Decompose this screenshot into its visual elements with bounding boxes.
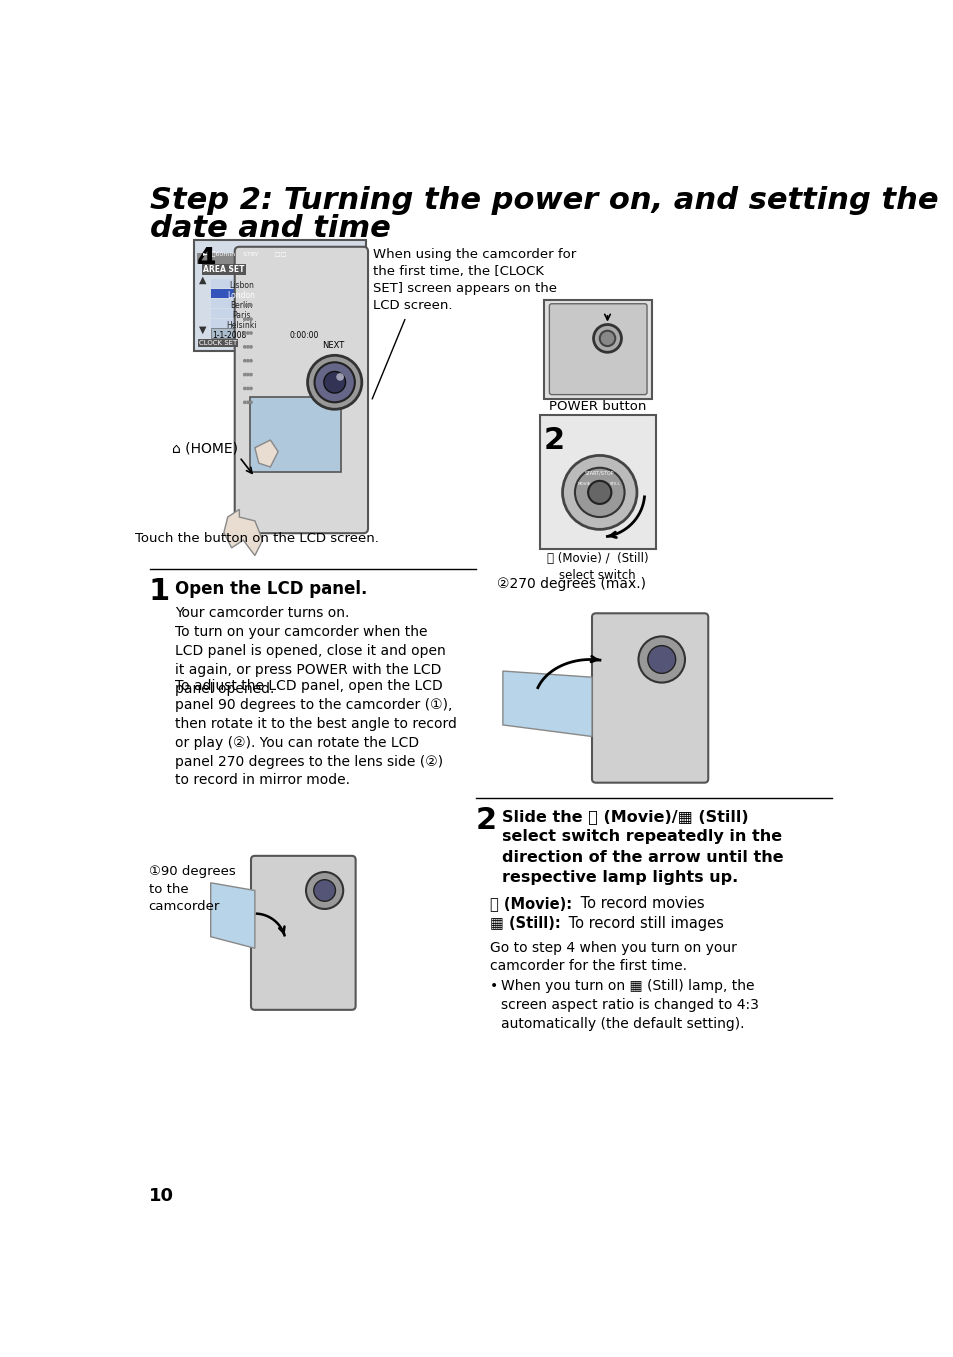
Text: date and time: date and time bbox=[150, 213, 391, 243]
FancyBboxPatch shape bbox=[196, 252, 362, 265]
Text: Lisbon: Lisbon bbox=[229, 281, 253, 289]
Text: Berlin: Berlin bbox=[231, 301, 253, 309]
Text: Go to step 4 when you turn on your
camcorder for the first time.: Go to step 4 when you turn on your camco… bbox=[489, 940, 736, 973]
Text: •: • bbox=[489, 978, 497, 993]
Circle shape bbox=[314, 362, 355, 402]
Polygon shape bbox=[502, 672, 592, 737]
Text: Helsinki: Helsinki bbox=[226, 320, 256, 330]
Text: To record still images: To record still images bbox=[563, 916, 723, 931]
Text: Open the LCD panel.: Open the LCD panel. bbox=[174, 581, 367, 598]
Circle shape bbox=[593, 324, 620, 353]
Circle shape bbox=[314, 879, 335, 901]
Circle shape bbox=[647, 646, 675, 673]
Text: AREA SET: AREA SET bbox=[203, 265, 244, 274]
Circle shape bbox=[335, 373, 344, 381]
FancyBboxPatch shape bbox=[211, 280, 273, 288]
Circle shape bbox=[250, 373, 252, 376]
Text: Touch the button on the LCD screen.: Touch the button on the LCD screen. bbox=[135, 532, 378, 546]
Text: 1: 1 bbox=[149, 577, 170, 607]
Circle shape bbox=[243, 360, 246, 362]
Circle shape bbox=[250, 318, 252, 320]
Circle shape bbox=[247, 373, 249, 376]
Circle shape bbox=[247, 304, 249, 307]
Text: London: London bbox=[228, 290, 255, 300]
Text: Paris: Paris bbox=[233, 311, 251, 320]
Text: ▲: ▲ bbox=[199, 274, 207, 285]
Circle shape bbox=[247, 360, 249, 362]
Circle shape bbox=[587, 480, 611, 503]
Text: NEXT: NEXT bbox=[322, 342, 344, 350]
Circle shape bbox=[638, 636, 684, 683]
FancyBboxPatch shape bbox=[549, 304, 646, 395]
Text: ▦ (Still):: ▦ (Still): bbox=[489, 916, 559, 931]
Circle shape bbox=[250, 332, 252, 334]
Polygon shape bbox=[254, 440, 278, 467]
Text: ▼: ▼ bbox=[199, 324, 207, 335]
FancyBboxPatch shape bbox=[543, 300, 651, 399]
Text: Slide the ⌸ (Movie)/▦ (Still)
select switch repeatedly in the
direction of the a: Slide the ⌸ (Movie)/▦ (Still) select swi… bbox=[501, 809, 783, 885]
Text: 1-1-2008: 1-1-2008 bbox=[212, 331, 246, 339]
FancyBboxPatch shape bbox=[539, 415, 655, 550]
FancyBboxPatch shape bbox=[211, 319, 273, 327]
Circle shape bbox=[243, 373, 246, 376]
Circle shape bbox=[243, 332, 246, 334]
FancyBboxPatch shape bbox=[211, 299, 273, 308]
Text: ⌸ (Movie) /  (Still)
select switch: ⌸ (Movie) / (Still) select switch bbox=[546, 552, 647, 582]
Text: CLOCK SET: CLOCK SET bbox=[199, 341, 237, 346]
Text: 10: 10 bbox=[149, 1187, 173, 1205]
Circle shape bbox=[562, 456, 637, 529]
Circle shape bbox=[243, 402, 246, 403]
FancyBboxPatch shape bbox=[250, 396, 340, 472]
Circle shape bbox=[599, 331, 615, 346]
Circle shape bbox=[243, 387, 246, 389]
Text: To record movies: To record movies bbox=[576, 896, 704, 911]
Circle shape bbox=[306, 873, 343, 909]
Text: 4: 4 bbox=[196, 246, 216, 274]
Text: MOVIE: MOVIE bbox=[577, 482, 590, 486]
FancyBboxPatch shape bbox=[211, 309, 273, 318]
Circle shape bbox=[250, 304, 252, 307]
Text: To turn on your camcorder when the
LCD panel is opened, close it and open
it aga: To turn on your camcorder when the LCD p… bbox=[174, 624, 445, 696]
Circle shape bbox=[250, 360, 252, 362]
Circle shape bbox=[250, 387, 252, 389]
Circle shape bbox=[243, 318, 246, 320]
Text: 0:00:00: 0:00:00 bbox=[290, 331, 319, 339]
Text: ②270 degrees (max.): ②270 degrees (max.) bbox=[497, 577, 646, 592]
Polygon shape bbox=[211, 883, 254, 949]
Polygon shape bbox=[224, 509, 262, 555]
Text: When you turn on ▦ (Still) lamp, the
screen aspect ratio is changed to 4:3
autom: When you turn on ▦ (Still) lamp, the scr… bbox=[500, 978, 759, 1031]
Circle shape bbox=[250, 402, 252, 403]
FancyBboxPatch shape bbox=[234, 247, 368, 533]
Circle shape bbox=[575, 468, 624, 517]
Text: Your camcorder turns on.: Your camcorder turns on. bbox=[174, 605, 349, 620]
Circle shape bbox=[243, 346, 246, 347]
Text: When using the camcorder for
the first time, the [CLOCK
SET] screen appears on t: When using the camcorder for the first t… bbox=[373, 247, 577, 312]
Circle shape bbox=[307, 356, 361, 410]
Circle shape bbox=[247, 402, 249, 403]
Text: POWER button: POWER button bbox=[548, 400, 645, 413]
Circle shape bbox=[247, 318, 249, 320]
Text: 2: 2 bbox=[476, 806, 497, 835]
Circle shape bbox=[247, 346, 249, 347]
FancyBboxPatch shape bbox=[193, 240, 365, 350]
Text: Step 2: Turning the power on, and setting the: Step 2: Turning the power on, and settin… bbox=[150, 186, 938, 214]
FancyBboxPatch shape bbox=[211, 289, 273, 297]
Text: ►  ⌕60min    STBY        □□: ► ⌕60min STBY □□ bbox=[203, 251, 286, 256]
Circle shape bbox=[250, 346, 252, 347]
Text: STILL: STILL bbox=[609, 482, 620, 486]
Circle shape bbox=[247, 387, 249, 389]
FancyBboxPatch shape bbox=[306, 338, 360, 351]
FancyBboxPatch shape bbox=[592, 613, 707, 783]
Text: ⌸ (Movie):: ⌸ (Movie): bbox=[489, 896, 571, 911]
Text: 2: 2 bbox=[543, 426, 564, 455]
Circle shape bbox=[247, 332, 249, 334]
Circle shape bbox=[243, 304, 246, 307]
FancyBboxPatch shape bbox=[251, 856, 355, 1010]
Circle shape bbox=[323, 372, 345, 394]
FancyBboxPatch shape bbox=[211, 328, 360, 338]
Text: ①90 degrees
to the
camcorder: ①90 degrees to the camcorder bbox=[149, 864, 235, 913]
Text: ⌂ (HOME): ⌂ (HOME) bbox=[172, 441, 237, 456]
Text: To adjust the LCD panel, open the LCD
panel 90 degrees to the camcorder (①),
the: To adjust the LCD panel, open the LCD pa… bbox=[174, 678, 456, 787]
Text: START/STOP: START/STOP bbox=[584, 471, 614, 476]
